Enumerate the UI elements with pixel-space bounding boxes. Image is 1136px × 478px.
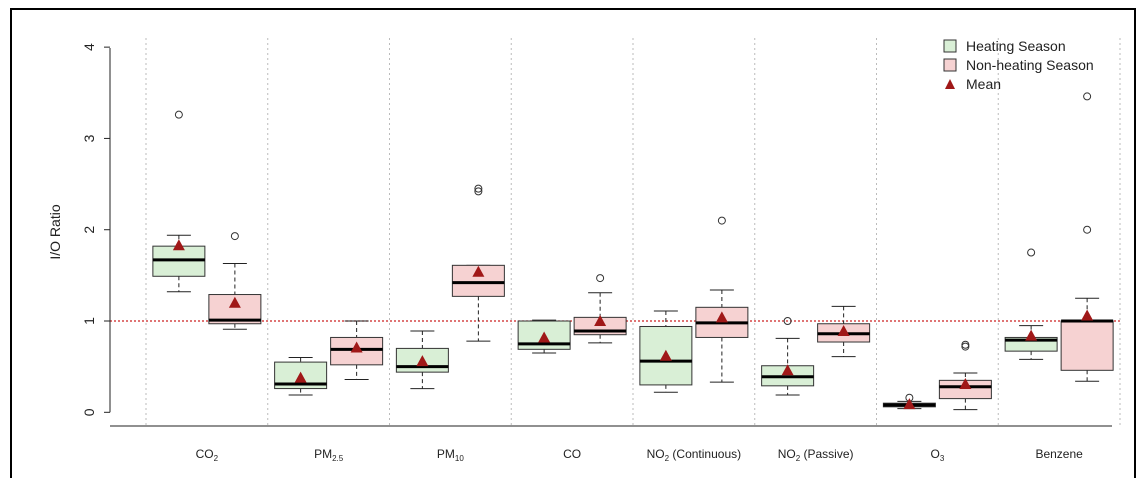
- outlier-point: [1083, 225, 1092, 234]
- x-tick-label-main: NO: [778, 447, 796, 461]
- x-tick-label-main: Benzene: [1035, 447, 1083, 461]
- box-0-0: [152, 110, 206, 293]
- x-tick-label: CO: [563, 447, 581, 461]
- mean-marker: [416, 355, 429, 367]
- y-tick-label: 3: [81, 134, 97, 142]
- outlier-point: [596, 274, 605, 283]
- outlier-point: [474, 184, 483, 193]
- x-tick-label: O3: [930, 447, 944, 463]
- box-1-1: [330, 320, 384, 380]
- boxes-group: [152, 92, 1114, 411]
- legend-label: Heating Season: [966, 38, 1066, 54]
- x-tick-label-suffix: (Passive): [800, 447, 853, 461]
- x-tick-label-subscript: 2: [665, 454, 670, 463]
- x-tick-label-main: PM: [437, 447, 455, 461]
- y-tick-label: 4: [81, 43, 97, 51]
- y-axis-label: I/O Ratio: [47, 204, 63, 259]
- y-tick-label: 0: [81, 408, 97, 416]
- outlier-point: [1083, 92, 1092, 101]
- x-tick-label-subscript: 2: [214, 454, 219, 463]
- x-tick-label: NO2 (Passive): [778, 447, 854, 463]
- mean-marker: [350, 341, 363, 353]
- outlier-point: [174, 110, 183, 119]
- x-tick-label-subscript: 2: [796, 454, 801, 463]
- outlier-point: [717, 216, 726, 225]
- x-tick-label: NO2 (Continuous): [647, 447, 742, 463]
- box-1-7: [1060, 92, 1114, 382]
- box-0-5: [761, 317, 815, 396]
- box-1-4: [695, 216, 749, 383]
- outlier-point: [474, 187, 483, 196]
- legend-label: Mean: [966, 76, 1001, 92]
- box-1-5: [817, 305, 871, 358]
- legend: Heating Season Non-heating Season Mean: [943, 38, 1094, 92]
- x-tick-label: CO2: [196, 447, 219, 463]
- x-tick-label: Benzene: [1035, 447, 1083, 461]
- mean-marker: [715, 311, 728, 323]
- x-tick-label-main: PM: [314, 447, 332, 461]
- mean-marker: [659, 349, 672, 361]
- box-0-4: [639, 310, 693, 393]
- box-1-6: [938, 340, 992, 411]
- box-1-3: [573, 274, 627, 344]
- mean-marker: [903, 398, 916, 410]
- x-tick-label-subscript: 10: [455, 454, 464, 463]
- mean-marker: [959, 378, 972, 390]
- x-tick-label: PM2.5: [314, 447, 344, 463]
- box-1-0: [208, 232, 262, 330]
- iqr-box: [1060, 320, 1114, 371]
- mean-marker: [294, 371, 307, 383]
- x-tick-label-main: NO: [647, 447, 665, 461]
- mean-marker: [1081, 309, 1094, 321]
- figure-frame-right: [1134, 8, 1136, 478]
- figure-frame-left: [10, 8, 12, 478]
- x-tick-label-main: CO: [196, 447, 214, 461]
- mean-marker: [594, 315, 607, 327]
- outlier-point: [783, 317, 792, 326]
- box-0-2: [395, 330, 449, 390]
- y-tick-label: 2: [81, 226, 97, 234]
- outlier-point: [961, 340, 970, 349]
- x-tick-label-main: CO: [563, 447, 581, 461]
- box-0-6: [882, 393, 936, 410]
- box-1-2: [451, 184, 505, 342]
- figure-frame-top: [10, 8, 1136, 10]
- mean-marker: [781, 364, 794, 376]
- x-tick-label: PM10: [437, 447, 464, 463]
- box-0-3: [517, 319, 571, 354]
- x-tick-label-suffix: (Continuous): [669, 447, 741, 461]
- x-tick-label-subscript: 3: [940, 454, 945, 463]
- mean-marker: [472, 265, 485, 277]
- box-0-7: [1004, 248, 1058, 360]
- x-tick-label-subscript: 2.5: [332, 454, 344, 463]
- mean-marker: [228, 296, 241, 308]
- legend-label: Non-heating Season: [966, 57, 1094, 73]
- x-tick-label-main: O: [930, 447, 939, 461]
- mean-marker: [538, 331, 551, 343]
- outlier-point: [230, 232, 239, 241]
- legend-marker: [945, 79, 955, 89]
- box-0-1: [274, 357, 328, 396]
- legend-swatch: [943, 39, 957, 53]
- outlier-point: [1027, 248, 1036, 257]
- mean-marker: [837, 325, 850, 337]
- mean-marker: [172, 239, 185, 251]
- mean-marker: [1025, 329, 1038, 341]
- legend-swatch: [943, 58, 957, 72]
- y-tick-label: 1: [81, 317, 97, 325]
